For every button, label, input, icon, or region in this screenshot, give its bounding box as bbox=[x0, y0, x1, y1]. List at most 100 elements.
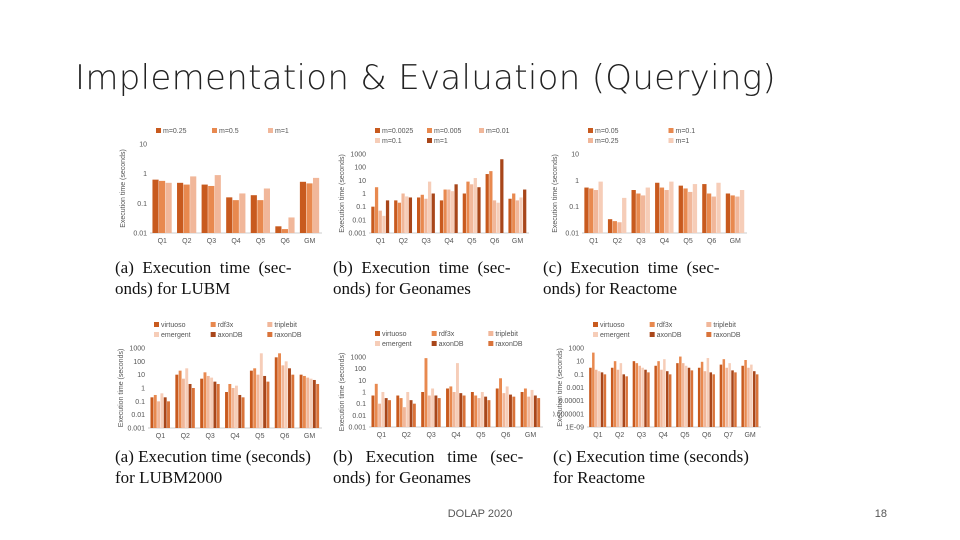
y-axis-label: Execution time (seconds) bbox=[118, 349, 125, 428]
caption-top-c: (c) Execution time (sec- onds) for React… bbox=[543, 257, 720, 299]
bar bbox=[288, 368, 291, 428]
bar bbox=[228, 383, 232, 428]
x-tick-label: Q3 bbox=[637, 432, 646, 439]
bar bbox=[462, 193, 466, 233]
bar bbox=[527, 396, 531, 427]
bar bbox=[427, 395, 431, 427]
y-tick-label: 1000 bbox=[350, 355, 366, 362]
bar bbox=[640, 195, 646, 233]
bar bbox=[512, 193, 516, 233]
bar bbox=[703, 371, 707, 427]
bar bbox=[725, 193, 731, 233]
bar bbox=[439, 200, 444, 233]
bar bbox=[487, 400, 491, 427]
x-tick-label: Q4 bbox=[658, 432, 667, 439]
x-tick-label: Q2 bbox=[402, 432, 411, 439]
legend-label: virtuoso bbox=[382, 331, 407, 338]
y-tick-label: 0.01 bbox=[352, 217, 366, 224]
y-tick-label: 1 bbox=[143, 171, 147, 178]
bar bbox=[719, 364, 723, 427]
bar bbox=[299, 374, 303, 428]
bar bbox=[690, 370, 694, 427]
chart-geonames-2: virtuoso rdf3x triplebit emergent axonDB raxo… bbox=[335, 325, 549, 441]
bar bbox=[473, 178, 477, 233]
x-tick-label: Q4 bbox=[660, 238, 669, 245]
bar bbox=[452, 392, 456, 427]
bar bbox=[502, 393, 506, 427]
bar bbox=[250, 195, 257, 233]
legend-label: rdf3x bbox=[657, 322, 673, 329]
x-tick-label: Q2 bbox=[399, 238, 408, 245]
y-tick-label: 100 bbox=[133, 359, 145, 366]
caption-top-b: (b) Execution time (sec- onds) for Geona… bbox=[333, 257, 511, 299]
bar bbox=[266, 381, 270, 428]
legend-label: virtuoso bbox=[161, 322, 186, 329]
bar bbox=[589, 188, 594, 233]
x-tick-label: Q2 bbox=[181, 433, 190, 440]
bar bbox=[437, 398, 441, 427]
legend-label: raxonDB bbox=[713, 332, 741, 339]
bar bbox=[636, 193, 641, 233]
bar bbox=[747, 367, 750, 427]
bar bbox=[424, 198, 428, 233]
bar bbox=[417, 197, 421, 233]
bar bbox=[712, 374, 715, 427]
bar bbox=[382, 215, 386, 233]
bar bbox=[281, 365, 285, 428]
legend-swatch bbox=[267, 332, 273, 337]
bar bbox=[443, 189, 447, 233]
bar bbox=[730, 195, 735, 233]
legend-swatch bbox=[649, 322, 655, 327]
bar bbox=[253, 368, 257, 428]
y-tick-label: 0.1 bbox=[356, 204, 366, 211]
y-tick-label: 10 bbox=[571, 152, 579, 159]
x-tick-label: Q4 bbox=[230, 433, 239, 440]
x-tick-label: Q7 bbox=[724, 432, 733, 439]
bar bbox=[500, 159, 504, 233]
bar bbox=[374, 187, 379, 233]
bar bbox=[178, 370, 182, 428]
bar bbox=[735, 196, 740, 233]
bar bbox=[645, 187, 650, 233]
bar bbox=[306, 183, 313, 233]
x-tick-label: Q1 bbox=[589, 238, 598, 245]
bar bbox=[200, 378, 204, 428]
bar bbox=[183, 184, 190, 233]
bar bbox=[157, 401, 161, 428]
bar bbox=[399, 398, 403, 427]
legend-label: m=0.5 bbox=[219, 128, 239, 135]
bar bbox=[722, 359, 726, 427]
bar bbox=[238, 394, 242, 428]
legend-label: axonDB bbox=[657, 332, 682, 339]
legend-label: m=0.1 bbox=[382, 138, 402, 145]
bar bbox=[185, 368, 189, 428]
chart-svg: virtuoso rdf3x triplebit emergent axonDB raxo… bbox=[553, 322, 761, 439]
bar bbox=[397, 202, 402, 233]
legend-label: m=0.05 bbox=[595, 128, 619, 135]
bar bbox=[616, 369, 620, 427]
bar bbox=[688, 191, 693, 233]
y-tick-label: 10 bbox=[358, 378, 366, 385]
bar bbox=[190, 176, 197, 233]
bar bbox=[706, 193, 712, 233]
bar bbox=[249, 370, 253, 428]
bar bbox=[278, 353, 281, 428]
bar bbox=[530, 389, 534, 427]
legend-label: raxonDB bbox=[495, 341, 523, 348]
legend-label: m=0.25 bbox=[595, 138, 619, 145]
y-tick-label: 0.001 bbox=[348, 425, 366, 432]
bar bbox=[659, 187, 665, 233]
bar bbox=[165, 182, 172, 233]
legend-swatch bbox=[156, 128, 161, 133]
bar bbox=[312, 379, 316, 428]
x-tick-label: Q2 bbox=[182, 238, 191, 245]
bar bbox=[512, 396, 516, 427]
legend-swatch bbox=[668, 138, 674, 143]
y-tick-label: 0.1 bbox=[135, 399, 145, 406]
bar bbox=[480, 392, 484, 427]
y-tick-label: 1000 bbox=[129, 346, 145, 353]
bar bbox=[612, 221, 617, 233]
y-axis-label: Execution time (seconds) bbox=[120, 149, 127, 228]
bar bbox=[474, 395, 478, 427]
legend-label: triplebit bbox=[274, 322, 297, 329]
